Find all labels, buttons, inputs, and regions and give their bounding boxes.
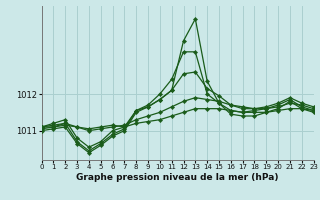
X-axis label: Graphe pression niveau de la mer (hPa): Graphe pression niveau de la mer (hPa) xyxy=(76,173,279,182)
